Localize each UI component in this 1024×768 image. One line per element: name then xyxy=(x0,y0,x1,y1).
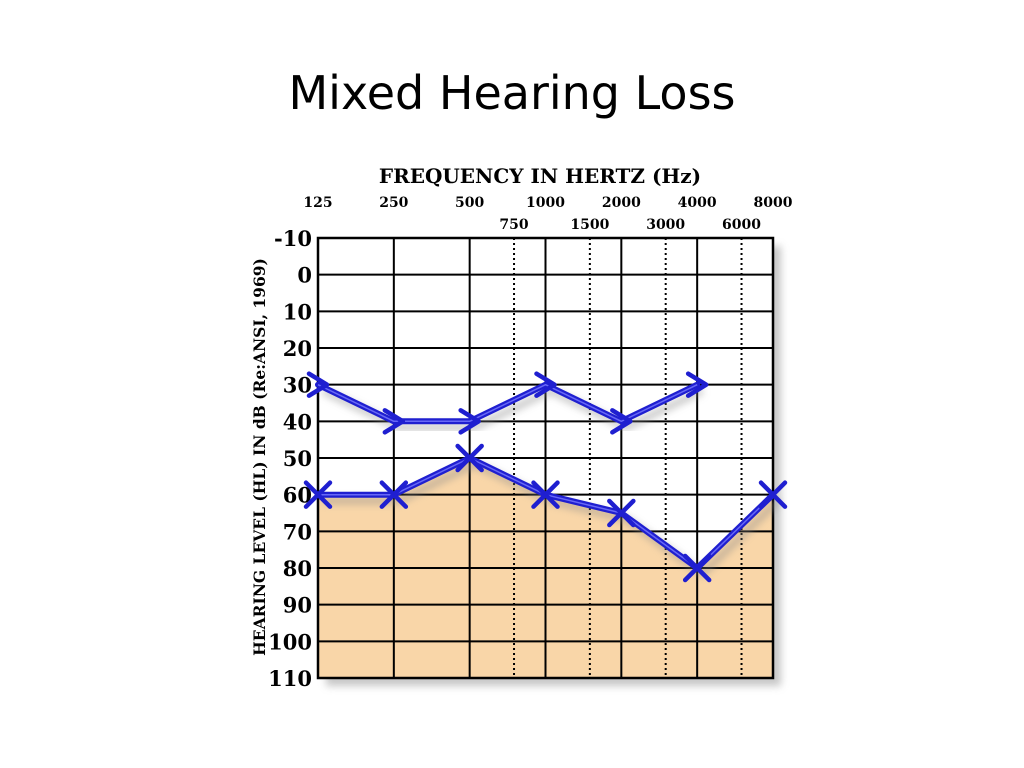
y-tick-label: 110 xyxy=(268,666,312,691)
y-tick-label: 70 xyxy=(283,519,312,544)
y-tick-label: 40 xyxy=(283,409,312,434)
data-point-x-marker xyxy=(531,480,560,509)
data-point-x-marker xyxy=(682,553,712,583)
slide-title: Mixed Hearing Loss xyxy=(288,66,736,120)
series-line-highlight xyxy=(317,383,698,423)
data-point-arrow-marker xyxy=(382,408,406,435)
data-point-x-marker xyxy=(379,480,409,509)
x-tick-label-major: 1000 xyxy=(526,195,565,211)
y-tick-label: 80 xyxy=(283,556,312,581)
data-point-arrow-marker xyxy=(610,408,633,435)
chart-title: FREQUENCY IN HERTZ (Hz) xyxy=(379,164,701,188)
x-tick-label-minor: 3000 xyxy=(646,217,685,233)
data-point-x-marker xyxy=(758,480,788,509)
y-tick-label: 10 xyxy=(283,299,312,324)
y-tick-label: 20 xyxy=(283,336,312,361)
series-shadow xyxy=(321,387,704,431)
x-tick-label-major: 4000 xyxy=(678,195,717,211)
data-point-arrow-marker xyxy=(306,371,330,398)
grid-border xyxy=(316,236,775,680)
y-tick-label: -10 xyxy=(274,226,312,251)
x-tick-label-minor: 6000 xyxy=(722,217,761,233)
x-tick-label-major: 2000 xyxy=(602,195,641,211)
y-tick-label: 100 xyxy=(268,629,312,654)
x-tick-label-minor: 1500 xyxy=(570,217,609,233)
x-tick-label-major: 250 xyxy=(379,195,408,211)
x-tick-label-minor: 750 xyxy=(499,217,528,233)
y-axis-label: HEARING LEVEL (HL) IN dB (Re:ANSI, 1969) xyxy=(250,258,269,656)
data-point-arrow-marker xyxy=(458,408,481,435)
data-point-arrow-marker xyxy=(534,371,557,398)
x-tick-label-major: 8000 xyxy=(754,195,793,211)
data-point-arrow-marker xyxy=(685,371,709,398)
y-tick-label: 0 xyxy=(297,263,312,288)
series-lines xyxy=(303,371,788,583)
x-tick-label-major: 125 xyxy=(303,195,332,211)
data-point-x-marker xyxy=(455,443,484,473)
y-tick-label: 90 xyxy=(283,593,312,618)
data-point-x-marker xyxy=(303,480,333,509)
x-tick-label-major: 500 xyxy=(455,195,484,211)
y-tick-label: 50 xyxy=(283,446,312,471)
y-tick-label: 30 xyxy=(283,373,312,398)
data-point-x-marker xyxy=(607,498,636,528)
